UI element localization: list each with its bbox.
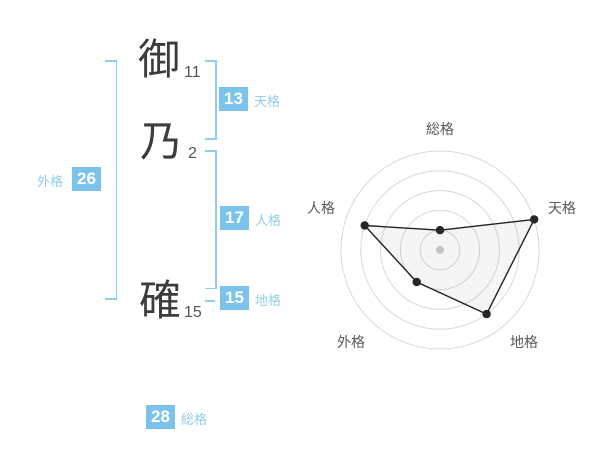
- svg-text:地格: 地格: [510, 334, 538, 350]
- svg-text:総格: 総格: [426, 121, 454, 137]
- svg-text:人格: 人格: [307, 200, 335, 216]
- svg-text:天格: 天格: [548, 200, 576, 216]
- svg-text:外格: 外格: [337, 334, 365, 350]
